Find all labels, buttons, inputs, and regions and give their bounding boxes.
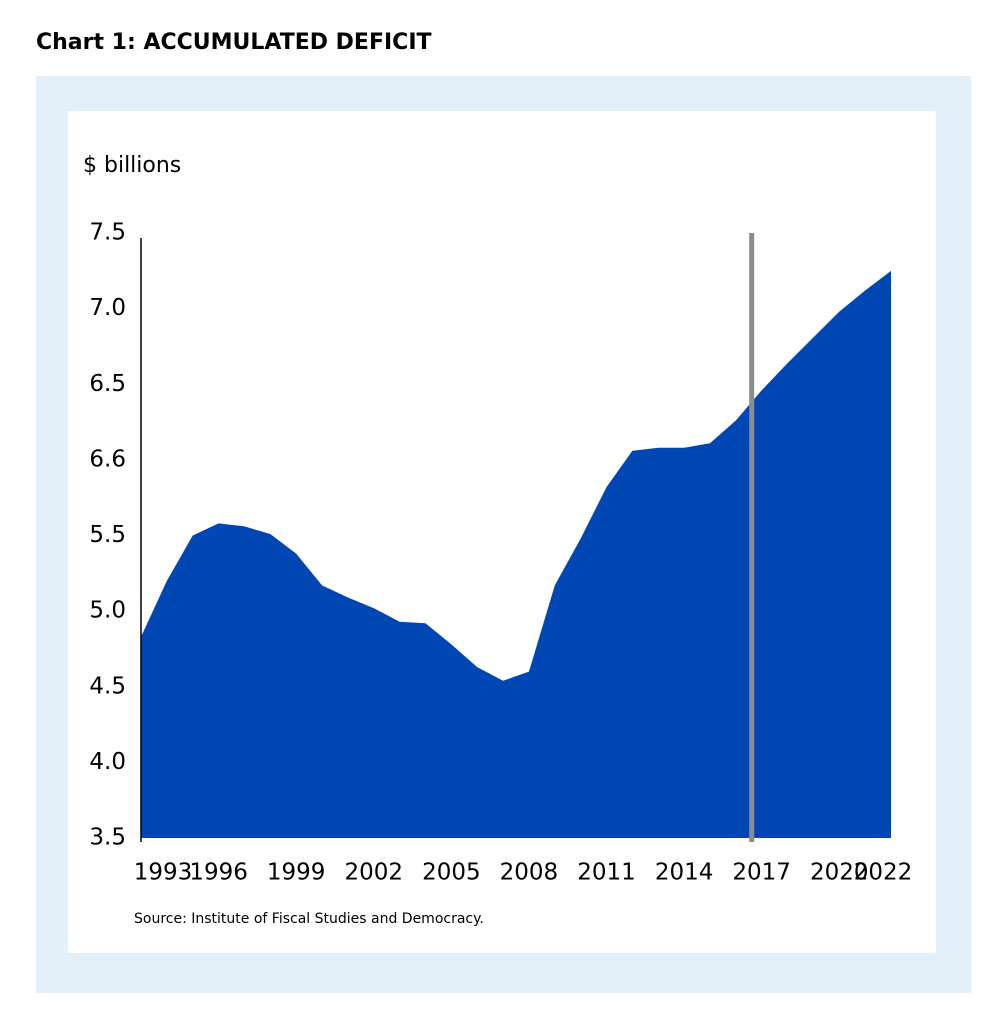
area [141,270,891,838]
x-tick-label: 2011 [577,860,636,886]
x-tick-label: 2014 [655,860,714,886]
y-tick-label: 6.6 [89,446,126,472]
x-tick-label: 1993 [134,860,193,886]
y-tick-label: 3.5 [89,825,126,851]
y-axis-label: $ billions [83,153,181,178]
y-tick-label: 4.5 [89,673,126,699]
x-tick-label: 1996 [189,860,248,886]
y-tick-label: 5.0 [89,598,126,624]
x-tick-label: 2017 [732,860,791,886]
x-tick-label: 2002 [344,860,403,886]
x-tick-label: 2005 [422,860,481,886]
x-tick-label: 2008 [500,860,559,886]
y-tick-label: 4.0 [89,749,126,775]
chart-title: Chart 1: ACCUMULATED DEFICIT [36,30,432,55]
y-tick-label: 6.5 [89,371,126,397]
source: Source: Institute of Fiscal Studies and … [134,911,484,927]
x-tick-label: 2022 [854,860,913,886]
x-tick-label: 2020 [810,860,869,886]
x-tick-label: 1999 [267,860,326,886]
y-tick-label: 7.5 [89,220,126,246]
y-tick-label: 7.0 [89,295,126,321]
y-tick-label: 5.5 [89,522,126,548]
